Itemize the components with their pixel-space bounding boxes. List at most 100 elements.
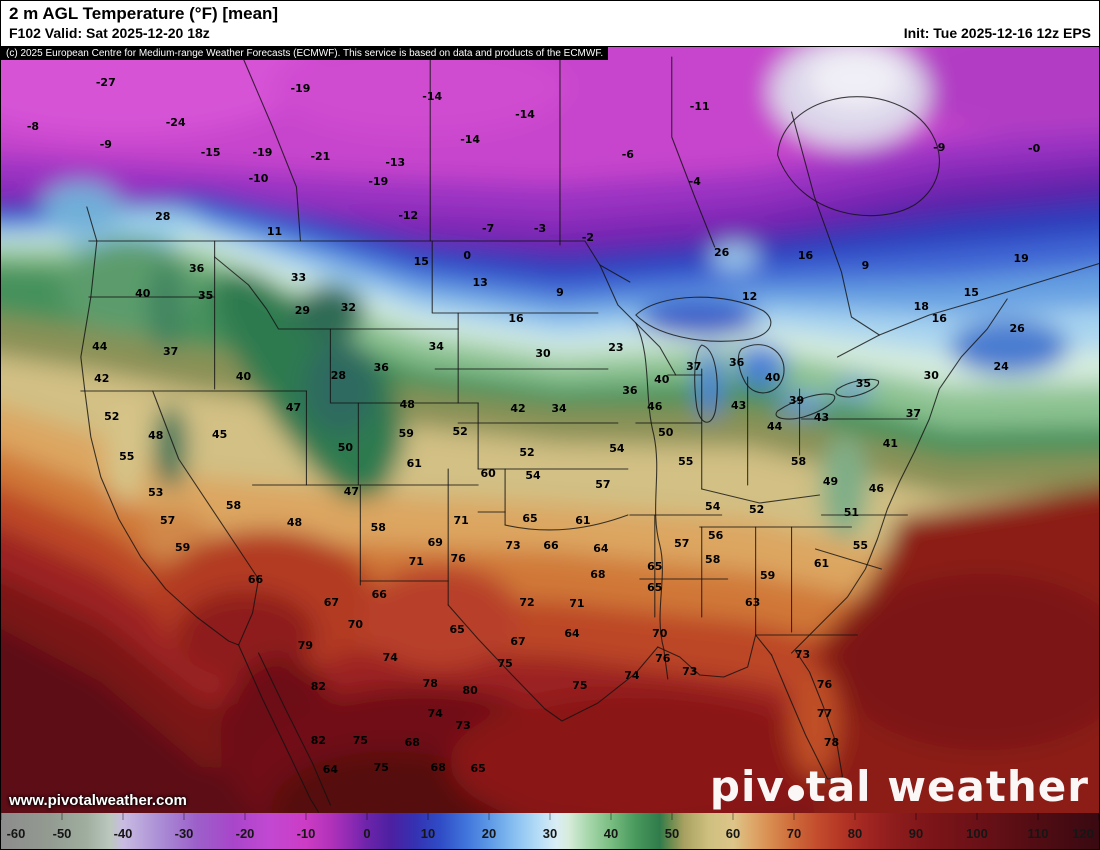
temp-value-label: 49 (823, 475, 838, 488)
temp-value-label: 75 (497, 657, 512, 670)
temp-value-label: -3 (534, 222, 546, 235)
temp-value-label: -14 (515, 108, 535, 121)
temp-value-label: 80 (463, 684, 479, 697)
temp-value-label: 57 (160, 514, 175, 527)
temp-value-label: -9 (100, 138, 112, 151)
colorbar-tick-label: 120 (1072, 826, 1094, 841)
pivotal-weather-watermark: piv tal weather (710, 761, 1089, 813)
temp-value-label: 59 (760, 569, 775, 582)
temp-value-label: 78 (423, 677, 438, 690)
temp-value-label: 50 (658, 426, 674, 439)
temp-value-label: -14 (422, 90, 442, 103)
temp-value-label: 67 (324, 596, 339, 609)
temp-value-label: -24 (166, 116, 186, 129)
temp-value-label: 36 (729, 356, 745, 369)
temp-value-label: -27 (96, 76, 116, 89)
temp-value-label: 55 (853, 539, 868, 552)
temp-value-label: 72 (519, 596, 534, 609)
temp-value-label: 57 (595, 478, 610, 491)
temp-value-label: 66 (372, 588, 388, 601)
temp-value-label: 73 (505, 539, 520, 552)
temp-value-label: 40 (765, 371, 781, 384)
colorbar-tick-label: -10 (297, 826, 316, 841)
temp-value-label: 16 (932, 312, 948, 325)
watermark-text-left: piv (709, 762, 785, 811)
temp-value-label: -19 (253, 146, 273, 159)
temp-value-label: 29 (295, 304, 310, 317)
temp-value-label: 34 (551, 402, 567, 415)
temp-value-label: 60 (480, 467, 496, 480)
colorbar-tick-label: -50 (53, 826, 72, 841)
temp-value-label: 55 (678, 455, 693, 468)
temp-value-label: 68 (590, 568, 605, 581)
temp-value-label: 42 (94, 372, 109, 385)
temp-value-label: 59 (175, 541, 190, 554)
temp-value-label: 41 (883, 437, 898, 450)
temp-value-label: 36 (189, 262, 205, 275)
colorbar-tick-label: -20 (236, 826, 255, 841)
colorbar-tick-label: 80 (848, 826, 862, 841)
temp-value-label: 50 (338, 441, 354, 454)
temp-value-label: 82 (311, 734, 326, 747)
temp-value-label: 16 (798, 249, 814, 262)
temp-value-label: 56 (708, 529, 724, 542)
map-header: 2 m AGL Temperature (°F) [mean] F102 Val… (1, 1, 1099, 47)
colorbar-tick-label: -40 (114, 826, 133, 841)
temp-value-label: -12 (398, 209, 418, 222)
temp-value-label: 43 (731, 399, 746, 412)
temp-value-label: 46 (647, 400, 663, 413)
temperature-shading (1, 47, 1099, 813)
temp-value-label: 76 (451, 552, 467, 565)
temp-value-label: 26 (714, 246, 730, 259)
temp-value-label: 39 (789, 394, 804, 407)
temp-value-label: 30 (924, 369, 940, 382)
temp-value-label: 30 (535, 347, 551, 360)
temp-value-label: 40 (135, 287, 151, 300)
temp-value-label: 15 (964, 286, 979, 299)
temp-value-label: 70 (348, 618, 364, 631)
temp-value-label: 57 (674, 537, 689, 550)
temp-value-label: 24 (994, 360, 1010, 373)
temp-value-label: 45 (212, 428, 227, 441)
temp-value-label: 37 (906, 407, 921, 420)
temp-value-label: 37 (163, 345, 178, 358)
colorbar-tick-label: 20 (482, 826, 496, 841)
colorbar-tick-label: -60 (7, 826, 26, 841)
temp-value-label: 65 (450, 623, 465, 636)
temp-value-label: 54 (609, 442, 625, 455)
copyright-bar: (c) 2025 European Centre for Medium-rang… (1, 47, 609, 60)
temp-value-label: 59 (399, 427, 414, 440)
temp-value-label: 75 (572, 679, 587, 692)
temp-value-label: 28 (331, 369, 346, 382)
temp-value-label: 64 (593, 542, 609, 555)
temp-value-label: 37 (686, 360, 701, 373)
temp-value-label: 61 (407, 457, 422, 470)
temp-value-label: 33 (291, 271, 306, 284)
temp-value-label: 44 (767, 420, 783, 433)
temp-value-label: -4 (689, 175, 702, 188)
temp-value-label: -8 (27, 120, 39, 133)
colorbar-tick-label: 10 (421, 826, 435, 841)
temp-value-label: 52 (749, 503, 764, 516)
temp-value-label: 66 (543, 539, 559, 552)
colorbar-tick-label: 40 (604, 826, 618, 841)
temp-value-label: 70 (652, 627, 668, 640)
temp-value-label: -6 (622, 148, 635, 161)
temp-value-label: 65 (522, 512, 537, 525)
colorbar-tick-label: -30 (175, 826, 194, 841)
temp-value-label: 48 (287, 516, 302, 529)
temp-value-label: -19 (291, 82, 311, 95)
temp-value-label: 61 (575, 514, 590, 527)
temp-value-label: -2 (582, 231, 594, 244)
temp-value-label: 32 (341, 301, 356, 314)
temp-value-label: 73 (456, 719, 471, 732)
temp-value-label: 69 (428, 536, 443, 549)
temp-value-label: 9 (556, 286, 564, 299)
temp-value-label: 35 (856, 377, 871, 390)
temp-value-label: 71 (454, 514, 469, 527)
station-labels-layer: -27 -19 -14 -14 -11 -8 -24 -9 -0 -9 -15 -19 -21 -13 -1… (27, 76, 1041, 776)
temperature-field-canvas: -27 -19 -14 -14 -11 -8 -24 -9 -0 -9 -15 -19 -21 -13 -1… (1, 47, 1099, 813)
temp-value-label: 61 (814, 557, 829, 570)
temp-value-label: -10 (249, 172, 269, 185)
